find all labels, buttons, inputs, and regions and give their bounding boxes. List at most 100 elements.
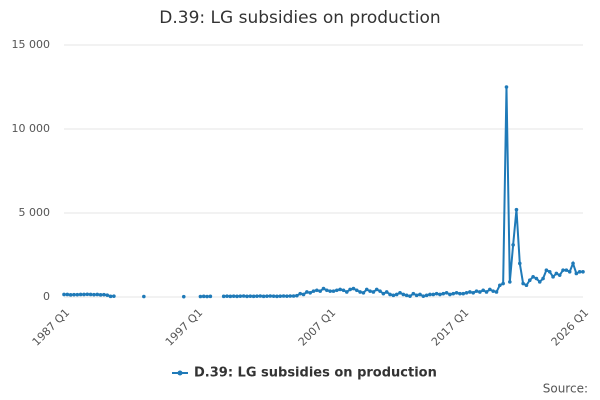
point: [471, 291, 476, 295]
point: [401, 292, 406, 297]
point: [285, 294, 289, 298]
point: [537, 280, 542, 284]
point: [464, 291, 469, 295]
point: [235, 294, 239, 299]
legend-marker: [177, 370, 183, 376]
point: [574, 271, 579, 276]
point: [517, 261, 522, 266]
point: [301, 292, 306, 297]
point: [374, 287, 379, 292]
point: [391, 293, 396, 298]
point: [371, 290, 376, 294]
point: [481, 288, 485, 293]
point: [241, 294, 246, 298]
point: [534, 276, 539, 281]
point: [325, 288, 329, 293]
point: [142, 294, 146, 299]
x-tick-label: 2007 Q1: [296, 306, 339, 349]
point: [102, 292, 106, 297]
point: [265, 294, 269, 298]
point: [378, 289, 382, 293]
point: [331, 289, 336, 293]
point: [344, 290, 349, 294]
point: [531, 275, 535, 279]
point: [448, 292, 452, 297]
point: [95, 292, 100, 297]
point: [491, 289, 495, 293]
point: [271, 294, 276, 298]
point: [201, 294, 206, 299]
point: [261, 294, 266, 299]
point: [444, 291, 449, 295]
point: [564, 268, 569, 272]
point: [351, 286, 356, 291]
point: [308, 291, 312, 295]
point: [298, 291, 303, 296]
x-tick-label: 1987 Q1: [30, 306, 73, 349]
point: [577, 270, 582, 274]
point: [305, 290, 309, 294]
point: [295, 293, 299, 298]
point: [228, 294, 233, 299]
point: [315, 288, 319, 293]
point: [181, 294, 186, 299]
point: [474, 289, 479, 293]
point: [408, 294, 412, 298]
point: [527, 278, 532, 283]
point: [281, 294, 286, 298]
point: [541, 276, 545, 281]
point: [248, 294, 253, 298]
point: [431, 292, 436, 297]
point: [468, 290, 472, 294]
point: [78, 292, 83, 297]
point: [511, 243, 515, 247]
point: [524, 283, 529, 288]
point: [521, 281, 525, 286]
point: [514, 207, 519, 212]
point: [458, 291, 462, 296]
point: [498, 283, 502, 288]
point: [438, 292, 442, 297]
point: [98, 293, 103, 297]
point: [328, 289, 332, 293]
point: [454, 291, 459, 295]
point: [62, 292, 66, 297]
x-tick-label: 1997 Q1: [163, 306, 206, 349]
point: [205, 294, 209, 299]
point: [348, 287, 352, 292]
point: [82, 292, 86, 297]
point: [441, 291, 446, 296]
point: [321, 286, 326, 291]
point: [388, 292, 392, 297]
point: [398, 291, 402, 295]
point: [311, 289, 316, 293]
point: [268, 294, 273, 298]
point: [278, 294, 283, 298]
point: [561, 268, 565, 272]
point: [341, 288, 346, 293]
point: [368, 289, 372, 293]
point: [551, 275, 555, 279]
y-tick-label: 0: [43, 290, 50, 303]
point: [245, 294, 249, 299]
point: [275, 294, 279, 299]
point: [231, 294, 236, 298]
point: [488, 287, 492, 292]
point: [361, 291, 366, 295]
point: [544, 268, 549, 272]
y-tick-label: 5 000: [19, 206, 51, 219]
y-tick-label: 10 000: [12, 122, 51, 135]
chart-title: D.39: LG subsidies on production: [159, 8, 440, 28]
point: [484, 290, 489, 294]
point: [65, 292, 70, 297]
point: [554, 271, 559, 276]
legend-label: D.39: LG subsidies on production: [194, 366, 437, 381]
point: [92, 292, 96, 297]
point: [354, 288, 359, 293]
point: [88, 292, 93, 297]
point: [221, 294, 226, 299]
point: [85, 292, 90, 297]
point: [364, 287, 369, 292]
point: [504, 85, 509, 89]
